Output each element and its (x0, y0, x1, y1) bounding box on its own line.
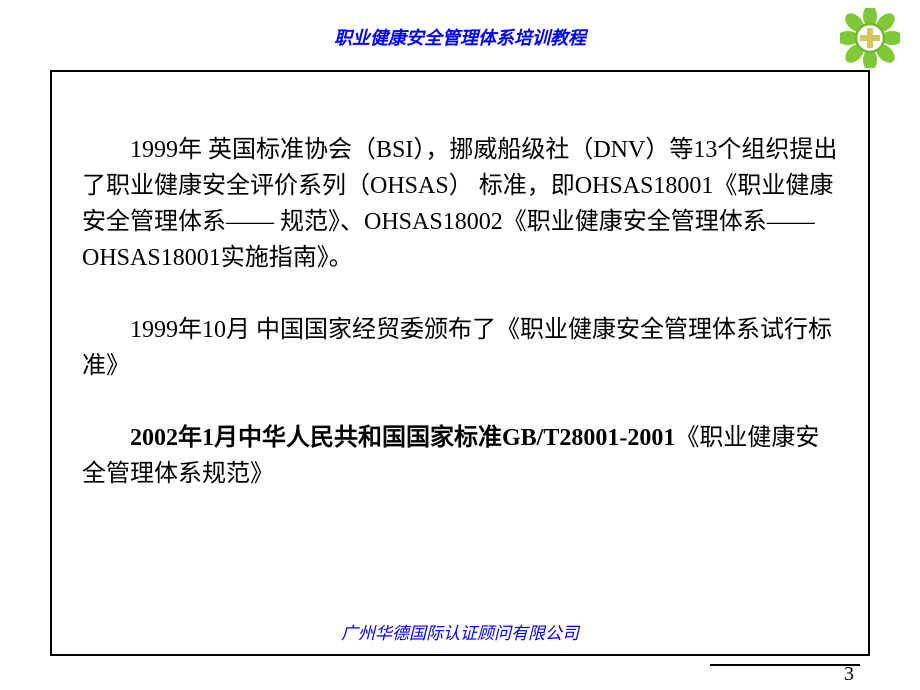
paragraph-3: 2002年1月中华人民共和国国家标准GB/T28001-2001《职业健康安全管… (82, 420, 838, 492)
safety-logo-icon (840, 8, 900, 68)
header-title: 职业健康安全管理体系培训教程 (0, 24, 920, 50)
content-frame: 1999年 英国标准协会（BSI），挪威船级社（DNV）等13个组织提出了职业健… (50, 70, 870, 656)
paragraph-3-bold: 2002年1月中华人民共和国国家标准GB/T28001-2001 (130, 425, 675, 451)
footer-text: 广州华德国际认证顾问有限公司 (0, 619, 920, 644)
page-number: 3 (844, 663, 854, 686)
paragraph-2: 1999年10月 中国国家经贸委颁布了《职业健康安全管理体系试行标准》 (82, 312, 838, 384)
page-number-line (710, 664, 860, 666)
paragraph-1: 1999年 英国标准协会（BSI），挪威船级社（DNV）等13个组织提出了职业健… (82, 132, 838, 276)
